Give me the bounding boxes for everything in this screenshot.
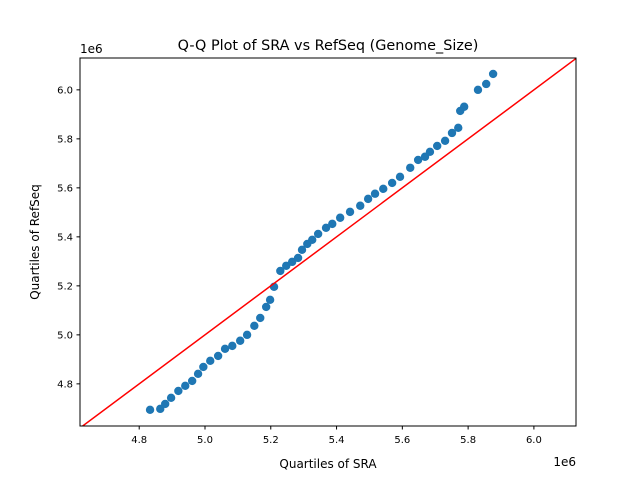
x-tick-label: 5.6 <box>394 435 410 446</box>
data-point <box>482 79 491 89</box>
data-point <box>276 266 285 276</box>
data-point <box>387 178 397 188</box>
x-tick-label: 5.2 <box>263 435 279 446</box>
data-point <box>413 155 423 165</box>
data-point <box>174 386 183 396</box>
x-tick-label: 5.4 <box>329 435 345 446</box>
data-point <box>345 207 355 217</box>
data-point <box>440 136 450 146</box>
data-point <box>425 147 435 157</box>
data-point <box>370 189 380 198</box>
data-point <box>488 69 498 79</box>
y-axis-label: Quartiles of RefSeq <box>28 184 42 300</box>
y-offset-label: 1e6 <box>80 42 103 56</box>
data-point <box>206 356 215 366</box>
data-point <box>250 321 259 330</box>
plot-frame <box>79 57 577 427</box>
x-axis-label: Quartiles of SRA <box>279 457 377 471</box>
chart-title: Q-Q Plot of SRA vs RefSeq (Genome_Size) <box>178 38 479 54</box>
data-point <box>297 245 307 255</box>
x-tick-label: 5.8 <box>460 435 476 446</box>
data-point <box>187 376 197 386</box>
data-point <box>220 344 230 354</box>
data-point <box>199 362 208 372</box>
x-tick-label: 4.8 <box>131 435 147 446</box>
y-tick-label: 6.0 <box>57 85 73 96</box>
data-point <box>473 85 483 95</box>
data-point <box>356 201 365 210</box>
data-point <box>379 184 388 194</box>
y-tick-label: 5.0 <box>57 330 73 341</box>
data-point <box>193 369 203 379</box>
data-point <box>242 330 252 340</box>
reference-line <box>81 58 576 426</box>
data-point <box>265 295 275 305</box>
data-point <box>145 405 155 415</box>
data-point <box>261 302 271 312</box>
y-tick-label: 4.8 <box>57 379 73 390</box>
data-point <box>166 393 176 403</box>
data-point <box>228 341 237 351</box>
data-point <box>235 336 245 345</box>
data-point <box>293 253 303 263</box>
data-point <box>181 381 190 391</box>
data-point <box>160 399 170 409</box>
y-tick-label: 5.4 <box>57 232 73 243</box>
y-tick-label: 5.6 <box>57 183 73 194</box>
data-point <box>282 261 291 270</box>
data-point <box>447 128 457 138</box>
y-tick-label: 5.2 <box>57 281 73 292</box>
data-point <box>213 351 223 361</box>
data-point <box>459 102 469 111</box>
data-point <box>328 219 337 229</box>
data-point <box>454 123 463 133</box>
data-point <box>395 172 405 182</box>
data-point <box>287 257 297 267</box>
data-point <box>363 194 373 204</box>
data-point <box>313 229 323 239</box>
data-point <box>335 213 345 222</box>
y-tick-label: 5.8 <box>57 134 73 145</box>
data-point <box>321 223 331 232</box>
x-tick-label: 5.0 <box>197 435 213 446</box>
x-offset-label: 1e6 <box>553 455 576 469</box>
data-point <box>406 163 415 172</box>
data-point <box>432 141 442 151</box>
data-point <box>256 313 265 323</box>
x-tick-label: 6.0 <box>526 435 542 446</box>
data-point <box>308 235 317 244</box>
